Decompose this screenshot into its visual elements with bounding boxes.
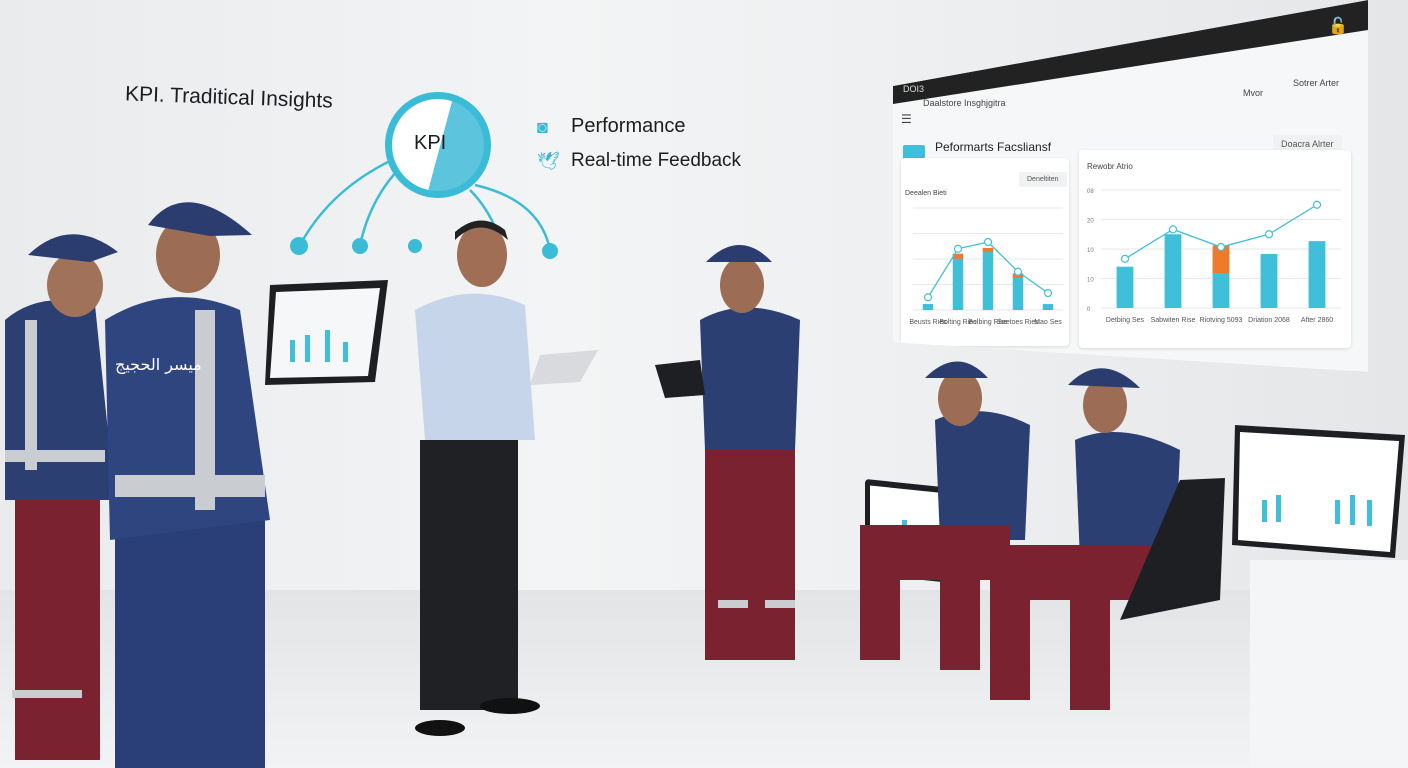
y-tick: 0 [1087,307,1091,313]
side-monitor-right [1232,425,1408,768]
category-label: Detbing Ses [1106,317,1145,324]
bar [1116,266,1134,308]
bar-highlight [1212,245,1230,273]
bar [922,304,934,310]
wall-monitor: DOI3 ◎ ⌕ ▣ 🔓 ☰ Daalstore Insghjgitra Mvo… [893,0,1368,372]
right-chart-card: Rewobr Atrio Detbing Ses Sabwiten Rise Rio… [1079,150,1351,348]
staff-member [5,234,118,760]
trend-point [1120,254,1130,263]
trend-point [1312,200,1322,209]
search-icon[interactable]: ⌕ [1259,28,1269,45]
staff-member-seated [990,368,1225,710]
kpi-node [352,238,368,254]
clipboard-icon[interactable]: ▣ [1290,24,1307,41]
bar [952,254,964,310]
bar [982,248,994,310]
trend-point [923,293,933,302]
staff-member: ميسر الحجيج [105,202,388,768]
bird-icon: 🕊 [537,151,560,171]
lock-icon[interactable]: 🔓 [1328,18,1348,35]
left-chart-card: Deealen Bieti Deneltiten Beusts Ries Bolt… [901,158,1069,346]
trend-point [983,237,993,247]
chart-title: Rewobr Atrio [1087,162,1133,171]
legend-label: Real-time Feedback [571,150,742,171]
legend-performance: ◙ Performance [537,115,686,138]
panel-title: Peformarts Facsliansf [935,140,1052,154]
header-icons: ◎ ⌕ ▣ 🔓 [1224,12,1348,54]
office-chair [1120,478,1225,620]
category-label: After 2860 [1301,317,1333,324]
bar [1308,241,1326,308]
dropdown[interactable]: Mvor [1243,88,1263,98]
chart-title: Deealen Bieti [905,190,947,197]
trend-point [953,244,963,253]
category-label: Seetoes Ries [997,319,1039,326]
bar [1164,234,1182,308]
kpi-node [542,243,558,259]
legend-feedback: 🕊 Real-time Feedback [537,150,741,172]
staff-member [655,245,800,660]
trend-point [1043,288,1053,298]
category-label: Sabwiten Rise [1151,317,1196,324]
trend-point [1264,230,1274,239]
top-bar-label: DOI3 [903,84,925,94]
category-label: Beusts Ries [909,319,947,326]
kpi-node [290,237,308,255]
category-label: Belbing Rise [968,319,1007,326]
category-label: Riotving 5093 [1200,317,1243,324]
bar [1042,304,1054,310]
bar-highlight [952,253,964,259]
bar-highlight [982,247,994,253]
kpi-node [408,239,422,253]
manager [415,220,598,736]
trend-point [1013,267,1023,276]
trend-point [1216,242,1226,252]
bar [1260,253,1278,308]
y-tick: 10 [1087,248,1094,254]
profile-icon[interactable]: ◎ [1224,36,1238,53]
category-label: Mao Ses [1034,319,1062,326]
vest-text: ميسر الحجيج [115,355,202,375]
top-button[interactable]: Sotrer Arter [1293,78,1340,88]
category-label: Driation 2068 [1248,317,1290,324]
menu-icon[interactable]: ☰ [901,112,912,126]
trend-point [1168,225,1178,234]
y-tick: 10 [1087,278,1094,284]
kpi-label: KPI [414,132,447,154]
right-chart: Detbing Ses Sabwiten Rise Riotving 5093 Dri… [1087,189,1341,324]
kpi-circle: KPI [385,92,491,198]
legend-label: Performance [571,115,686,137]
y-tick: 20 [1087,219,1094,225]
breadcrumb: Daalstore Insghjgitra [923,98,1006,108]
y-tick: 08 [1087,189,1094,195]
bar [1012,274,1024,310]
category-label: Bolting Ries [939,319,977,326]
chart-button[interactable]: Deneltiten [1019,172,1067,187]
panel-button[interactable]: Doacra Alrter [1273,135,1342,153]
kpi-connectors [290,158,558,259]
camera-icon: ◙ [537,116,548,137]
staff-member-seated [860,361,1030,670]
